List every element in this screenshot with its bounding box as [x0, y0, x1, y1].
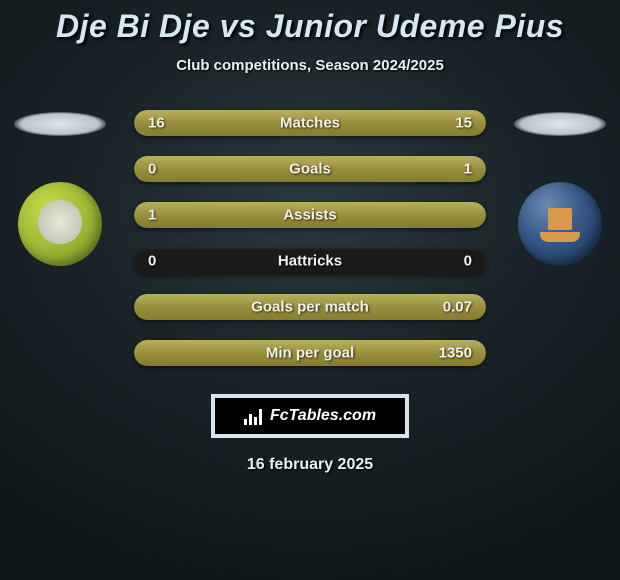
comparison-card: Dje Bi Dje vs Junior Udeme Pius Club com…: [0, 0, 620, 580]
body-row: 16Matches15 0Goals1 1Assists 0 Hattricks 0 Goa…: [0, 110, 620, 366]
right-player-column: [506, 110, 614, 266]
stat-bar: 0Goals1: [134, 156, 486, 182]
bar-fill-full: [134, 156, 486, 182]
stat-label: Hattricks: [278, 253, 342, 270]
stat-value-left: 0: [148, 253, 156, 270]
brand-chart-icon: [244, 407, 264, 425]
right-shadow-ellipse: [514, 112, 606, 136]
stat-bar: Min per goal1350: [134, 340, 486, 366]
stat-bar: 16Matches15: [134, 110, 486, 136]
stat-value-right: 0: [464, 253, 472, 270]
left-club-crest: [18, 182, 102, 266]
bar-fill-right: [197, 110, 486, 136]
bar-fill-full: [134, 294, 486, 320]
bar-fill-full: [134, 340, 486, 366]
date-text: 16 february 2025: [0, 456, 620, 474]
brand-badge: FcTables.com: [211, 394, 409, 438]
bar-fill-full: [134, 202, 486, 228]
left-player-column: [6, 110, 114, 266]
stat-bar: Goals per match0.07: [134, 294, 486, 320]
subtitle: Club competitions, Season 2024/2025: [0, 57, 620, 74]
stat-bar: 1Assists: [134, 202, 486, 228]
left-shadow-ellipse: [14, 112, 106, 136]
right-club-crest: [518, 182, 602, 266]
stats-bars: 16Matches15 0Goals1 1Assists 0 Hattricks 0 Goa…: [114, 110, 506, 366]
page-title: Dje Bi Dje vs Junior Udeme Pius: [0, 8, 620, 45]
brand-text: FcTables.com: [270, 407, 376, 425]
bar-fill-left: [134, 110, 197, 136]
stat-bar: 0 Hattricks 0: [134, 248, 486, 274]
